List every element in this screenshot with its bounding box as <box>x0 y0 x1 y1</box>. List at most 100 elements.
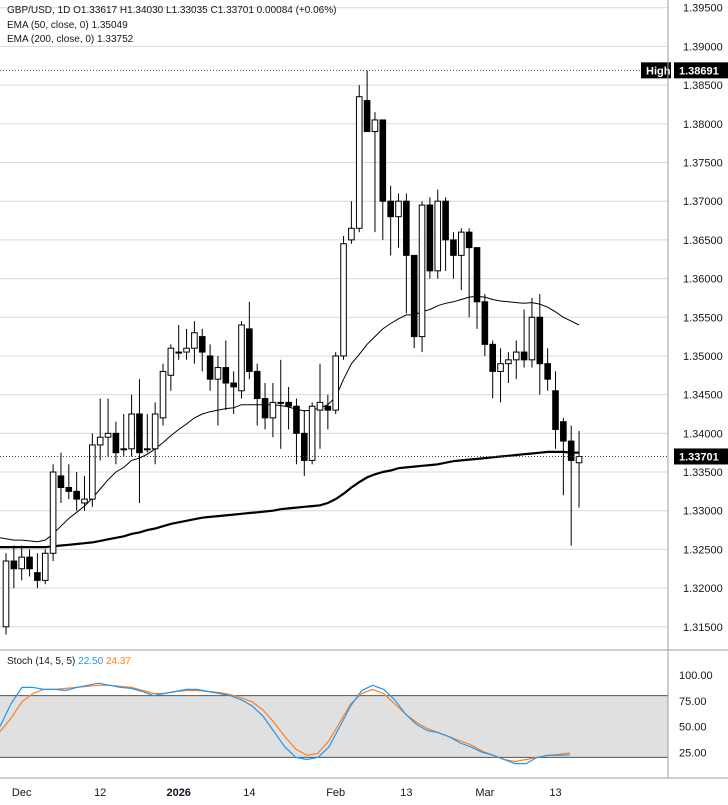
candle <box>371 112 379 233</box>
high-tag-bg <box>641 62 671 79</box>
candle-body-down <box>285 401 292 407</box>
candle-body-down <box>253 370 261 400</box>
time-tick-label: Feb <box>326 787 345 799</box>
candle-body-down <box>426 204 434 272</box>
price-axis[interactable]: 1.39500 1.39000 1.38500 1.38000 1.37500 1.370… <box>667 0 723 778</box>
candle <box>10 545 18 589</box>
candle-body-up <box>575 456 583 464</box>
candle-body-down <box>442 200 449 241</box>
price-tick-label: 1.37000 <box>683 196 723 208</box>
time-tick-label: 14 <box>243 787 255 799</box>
candle <box>489 340 496 399</box>
close-value: C1.33701 <box>210 5 254 16</box>
candle <box>206 344 214 391</box>
candle <box>293 398 300 465</box>
price-tick-label: 1.33000 <box>683 506 723 518</box>
candle <box>2 553 10 635</box>
candle <box>348 201 355 244</box>
candle <box>560 417 567 496</box>
candle-body-down <box>198 336 206 353</box>
candle-body-up <box>497 363 504 372</box>
candle <box>379 119 387 240</box>
ema50-legend: EMA (50, close, 0) 1.35049 <box>7 20 128 32</box>
candle-body-down <box>473 247 481 303</box>
candle-body-down <box>363 100 371 133</box>
candle-body-up <box>277 401 285 404</box>
candle <box>183 328 190 360</box>
candle <box>450 232 457 279</box>
candle <box>567 425 575 546</box>
ema200-label: EMA (200, close, 0) <box>7 34 95 45</box>
time-tick-label: 13 <box>400 787 412 799</box>
candle <box>442 197 449 271</box>
candle-body-up <box>214 367 222 380</box>
candle-body-down <box>73 490 80 500</box>
candle-body-up <box>371 119 379 133</box>
time-tick-label: 12 <box>94 787 106 799</box>
price-markers: High 1.38691 1.33701 <box>0 62 728 465</box>
candle-body-up <box>159 370 167 419</box>
price-tick-label: 1.35000 <box>683 351 723 363</box>
time-tick-label: Dec <box>12 787 32 799</box>
candle <box>497 348 504 403</box>
candle <box>481 294 489 356</box>
candle-body-down <box>65 487 73 492</box>
ema-50-line <box>0 295 580 543</box>
candle <box>418 201 426 353</box>
candle-body-down <box>536 316 544 365</box>
ema-200-path <box>0 450 579 549</box>
candle <box>41 549 49 585</box>
candle-body-up <box>81 498 88 504</box>
stoch-k-line <box>0 682 570 765</box>
candle-body-up <box>128 413 135 450</box>
candle-body-up <box>395 200 402 218</box>
time-tick-label: 2026 <box>166 787 190 799</box>
ema-50-path <box>0 295 580 543</box>
time-axis[interactable]: Dec 12 2026 14 Feb 13 Mar 13 <box>12 787 562 799</box>
stoch-d-value: 24.37 <box>105 656 131 667</box>
candle-body-down <box>222 367 230 384</box>
candle-body-down <box>379 119 387 202</box>
candle-body-down <box>387 200 394 218</box>
price-tick-label: 1.38000 <box>683 119 723 131</box>
price-tick-label: 1.38500 <box>683 80 723 92</box>
low-value: L1.33035 <box>166 5 208 16</box>
candle-body-up <box>183 347 190 353</box>
candle <box>387 185 394 256</box>
candle-body-up <box>175 351 182 354</box>
candle-body-down <box>10 560 18 570</box>
open-value: O1.33617 <box>73 5 118 16</box>
candle <box>175 325 182 360</box>
candle <box>112 421 120 465</box>
candle <box>544 348 551 391</box>
candle <box>238 321 245 399</box>
price-tick-label: 1.34500 <box>683 390 723 402</box>
candle-body-up <box>104 432 112 438</box>
candle <box>151 402 159 465</box>
stoch-tick-label: 100.00 <box>679 670 713 682</box>
candle <box>308 402 316 465</box>
candle-body-up <box>167 347 175 376</box>
candle <box>363 70 371 133</box>
candle <box>332 352 339 414</box>
price-tick-label: 1.31500 <box>683 622 723 634</box>
ema200-legend: EMA (200, close, 0) 1.33752 <box>7 34 133 46</box>
candle <box>340 236 347 360</box>
stoch-tick-label: 50.00 <box>679 722 707 734</box>
candle <box>261 383 269 430</box>
price-tick-label: 1.34000 <box>683 428 723 440</box>
candle <box>324 394 332 430</box>
candle-body-down <box>206 355 214 380</box>
candle-body-down <box>246 328 253 372</box>
candle <box>104 398 112 457</box>
candle-body-up <box>418 204 426 338</box>
candle-body-down <box>261 398 269 419</box>
symbol-legend: GBP/USD, 1D O1.33617 H1.34030 L1.33035 C… <box>7 5 336 17</box>
candle-body-up <box>434 200 442 272</box>
candle-body-down <box>552 390 559 430</box>
stoch-d-line <box>0 684 570 763</box>
candle <box>214 355 222 426</box>
candle-body-down <box>34 572 41 581</box>
last-price-label: 1.33701 <box>679 451 719 463</box>
